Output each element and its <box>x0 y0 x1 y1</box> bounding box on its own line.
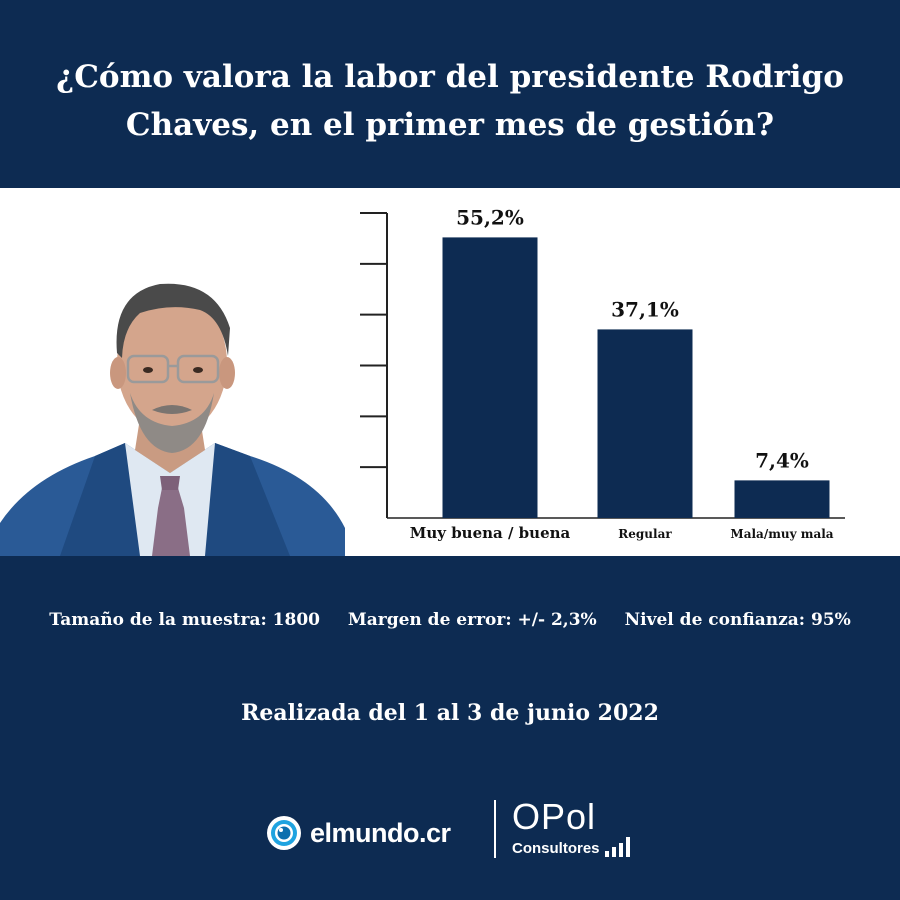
chart-panel: 55,2% 37,1% 7,4% Muy buena / buena Regular M… <box>0 188 900 556</box>
bar-graph-icon <box>604 837 630 857</box>
opol-logo: OPol Consultores <box>512 797 638 857</box>
header-banner: ¿Cómo valora la labor del presidente Rod… <box>0 0 900 188</box>
bar-2 <box>734 480 830 518</box>
sample-size: Tamaño de la muestra: 1800 <box>49 610 320 630</box>
data-label-1: 37,1% <box>611 297 679 321</box>
survey-stats: Tamaño de la muestra: 1800 Margen de err… <box>0 610 900 630</box>
bar-0 <box>442 237 538 518</box>
confidence-level: Nivel de confianza: 95% <box>624 610 851 630</box>
bar-1 <box>597 329 693 518</box>
elmundo-wordmark: elmundo.cr <box>310 817 451 848</box>
logo-divider <box>494 800 496 858</box>
margin-error: Margen de error: +/- 2,3% <box>347 610 597 630</box>
data-label-0: 55,2% <box>456 205 524 229</box>
president-photo <box>0 283 345 556</box>
survey-date: Realizada del 1 al 3 de junio 2022 <box>241 700 659 726</box>
category-label-1: Regular <box>618 527 672 541</box>
data-label-2: 7,4% <box>755 448 809 472</box>
opol-wordmark: OPol <box>512 796 597 837</box>
bar-chart: 55,2% 37,1% 7,4% Muy buena / buena Regular M… <box>360 205 845 542</box>
category-label-0: Muy buena / buena <box>410 524 571 542</box>
elmundo-eye-icon <box>267 816 301 850</box>
opol-subtitle: Consultores <box>512 840 600 857</box>
elmundo-logo: elmundo.cr <box>266 815 451 851</box>
opol-subtitle-row: Consultores <box>512 837 638 857</box>
category-label-2: Mala/muy mala <box>730 527 833 541</box>
logos-bar: elmundo.cr OPol Consultores <box>0 795 900 865</box>
chart-title: ¿Cómo valora la labor del presidente Rod… <box>56 59 844 143</box>
